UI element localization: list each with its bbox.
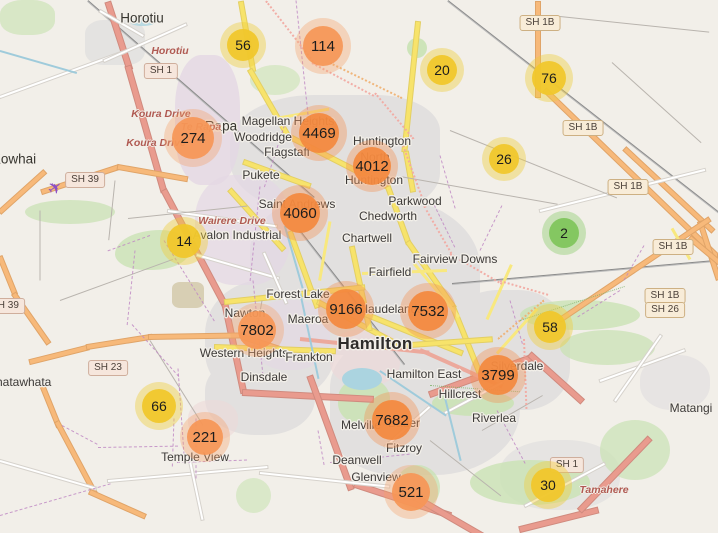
water-lake: [130, 18, 155, 26]
track: [39, 210, 41, 281]
cluster-marker[interactable]: 7532: [400, 283, 456, 339]
cluster-count[interactable]: 66: [142, 389, 176, 423]
cluster-count[interactable]: 7802: [238, 311, 276, 349]
motorway-sh1: [519, 507, 599, 532]
cluster-marker[interactable]: 114: [295, 18, 351, 74]
water-lake: [342, 368, 382, 390]
highway-shield: SH 26: [645, 302, 685, 318]
cluster-count[interactable]: 4060: [280, 193, 320, 233]
admin-boundary: [131, 324, 180, 377]
cluster-count[interactable]: 30: [531, 468, 565, 502]
cluster-count[interactable]: 7682: [372, 400, 412, 440]
cluster-marker[interactable]: 9166: [318, 281, 374, 337]
cluster-marker[interactable]: 26: [482, 137, 526, 181]
minor-road: [259, 472, 390, 488]
landuse-green: [25, 200, 115, 224]
cluster-count[interactable]: 4012: [353, 147, 391, 185]
trunk-sh39: [0, 256, 17, 295]
trunk-sh39: [117, 165, 188, 182]
highway-shield: SH 1B: [607, 179, 649, 195]
admin-boundary: [439, 155, 456, 209]
highway-shield: SH 39: [65, 172, 105, 188]
cluster-marker[interactable]: 20: [420, 48, 464, 92]
cluster-marker[interactable]: 3799: [470, 347, 526, 403]
cluster-count[interactable]: 521: [392, 473, 430, 511]
cluster-marker[interactable]: 4012: [346, 140, 398, 192]
highway-shield: SH 1B: [652, 239, 694, 255]
landuse-green: [560, 330, 655, 365]
cluster-marker[interactable]: 7682: [364, 392, 420, 448]
landuse-urban: [640, 355, 710, 410]
cluster-count[interactable]: 20: [427, 55, 457, 85]
cluster-marker[interactable]: 58: [527, 304, 573, 350]
cluster-marker[interactable]: 30: [524, 461, 572, 509]
cluster-count[interactable]: 9166: [326, 289, 366, 329]
cluster-marker[interactable]: 56: [220, 22, 266, 68]
landuse-green: [0, 0, 55, 35]
track: [611, 62, 702, 144]
highway-shield: SH 23: [88, 360, 128, 376]
cluster-count[interactable]: 221: [187, 419, 223, 455]
cluster-marker[interactable]: 4469: [291, 105, 347, 161]
cluster-count[interactable]: 56: [227, 29, 259, 61]
highway-shield: SH 1: [549, 457, 585, 473]
admin-boundary: [317, 430, 325, 466]
cluster-count[interactable]: 3799: [478, 355, 518, 395]
trunk-road: [38, 379, 61, 428]
cluster-marker[interactable]: 4060: [272, 185, 328, 241]
cluster-count[interactable]: 58: [534, 311, 566, 343]
airport-icon: ✈: [43, 176, 67, 200]
cluster-count[interactable]: 2: [549, 218, 579, 248]
cluster-marker[interactable]: 7802: [230, 303, 284, 357]
cluster-marker[interactable]: 221: [180, 412, 230, 462]
landuse-green: [236, 478, 271, 513]
railway-line: [451, 257, 718, 284]
cluster-marker[interactable]: 521: [384, 465, 438, 519]
stream: [0, 50, 78, 74]
cluster-count[interactable]: 7532: [408, 291, 448, 331]
cluster-count[interactable]: 76: [532, 61, 566, 95]
cluster-marker[interactable]: 274: [164, 109, 222, 167]
cluster-count[interactable]: 114: [303, 26, 343, 66]
track: [559, 16, 710, 33]
highway-shield: SH 1B: [562, 120, 604, 136]
cluster-marker[interactable]: 76: [525, 54, 573, 102]
highway-shield: SH 1B: [519, 15, 561, 31]
cluster-marker[interactable]: 2: [542, 211, 586, 255]
admin-boundary: [97, 445, 178, 448]
place-label: Kowhai: [0, 151, 37, 167]
highway-shield: SH 39: [0, 298, 25, 314]
cluster-marker[interactable]: 14: [160, 217, 208, 265]
admin-boundary: [479, 205, 503, 251]
place-label: Horotiu: [151, 45, 189, 57]
track: [449, 130, 618, 199]
cluster-marker[interactable]: 66: [135, 382, 183, 430]
cluster-count[interactable]: 14: [167, 224, 201, 258]
track: [59, 258, 173, 301]
cluster-count[interactable]: 274: [172, 117, 214, 159]
admin-boundary: [0, 483, 111, 516]
cluster-count[interactable]: 4469: [299, 113, 339, 153]
highway-shield: SH 1: [143, 63, 179, 79]
trunk-sh23: [29, 345, 89, 364]
cluster-count[interactable]: 26: [489, 144, 519, 174]
landuse-quarry: [172, 282, 204, 308]
trunk-road: [89, 490, 146, 519]
